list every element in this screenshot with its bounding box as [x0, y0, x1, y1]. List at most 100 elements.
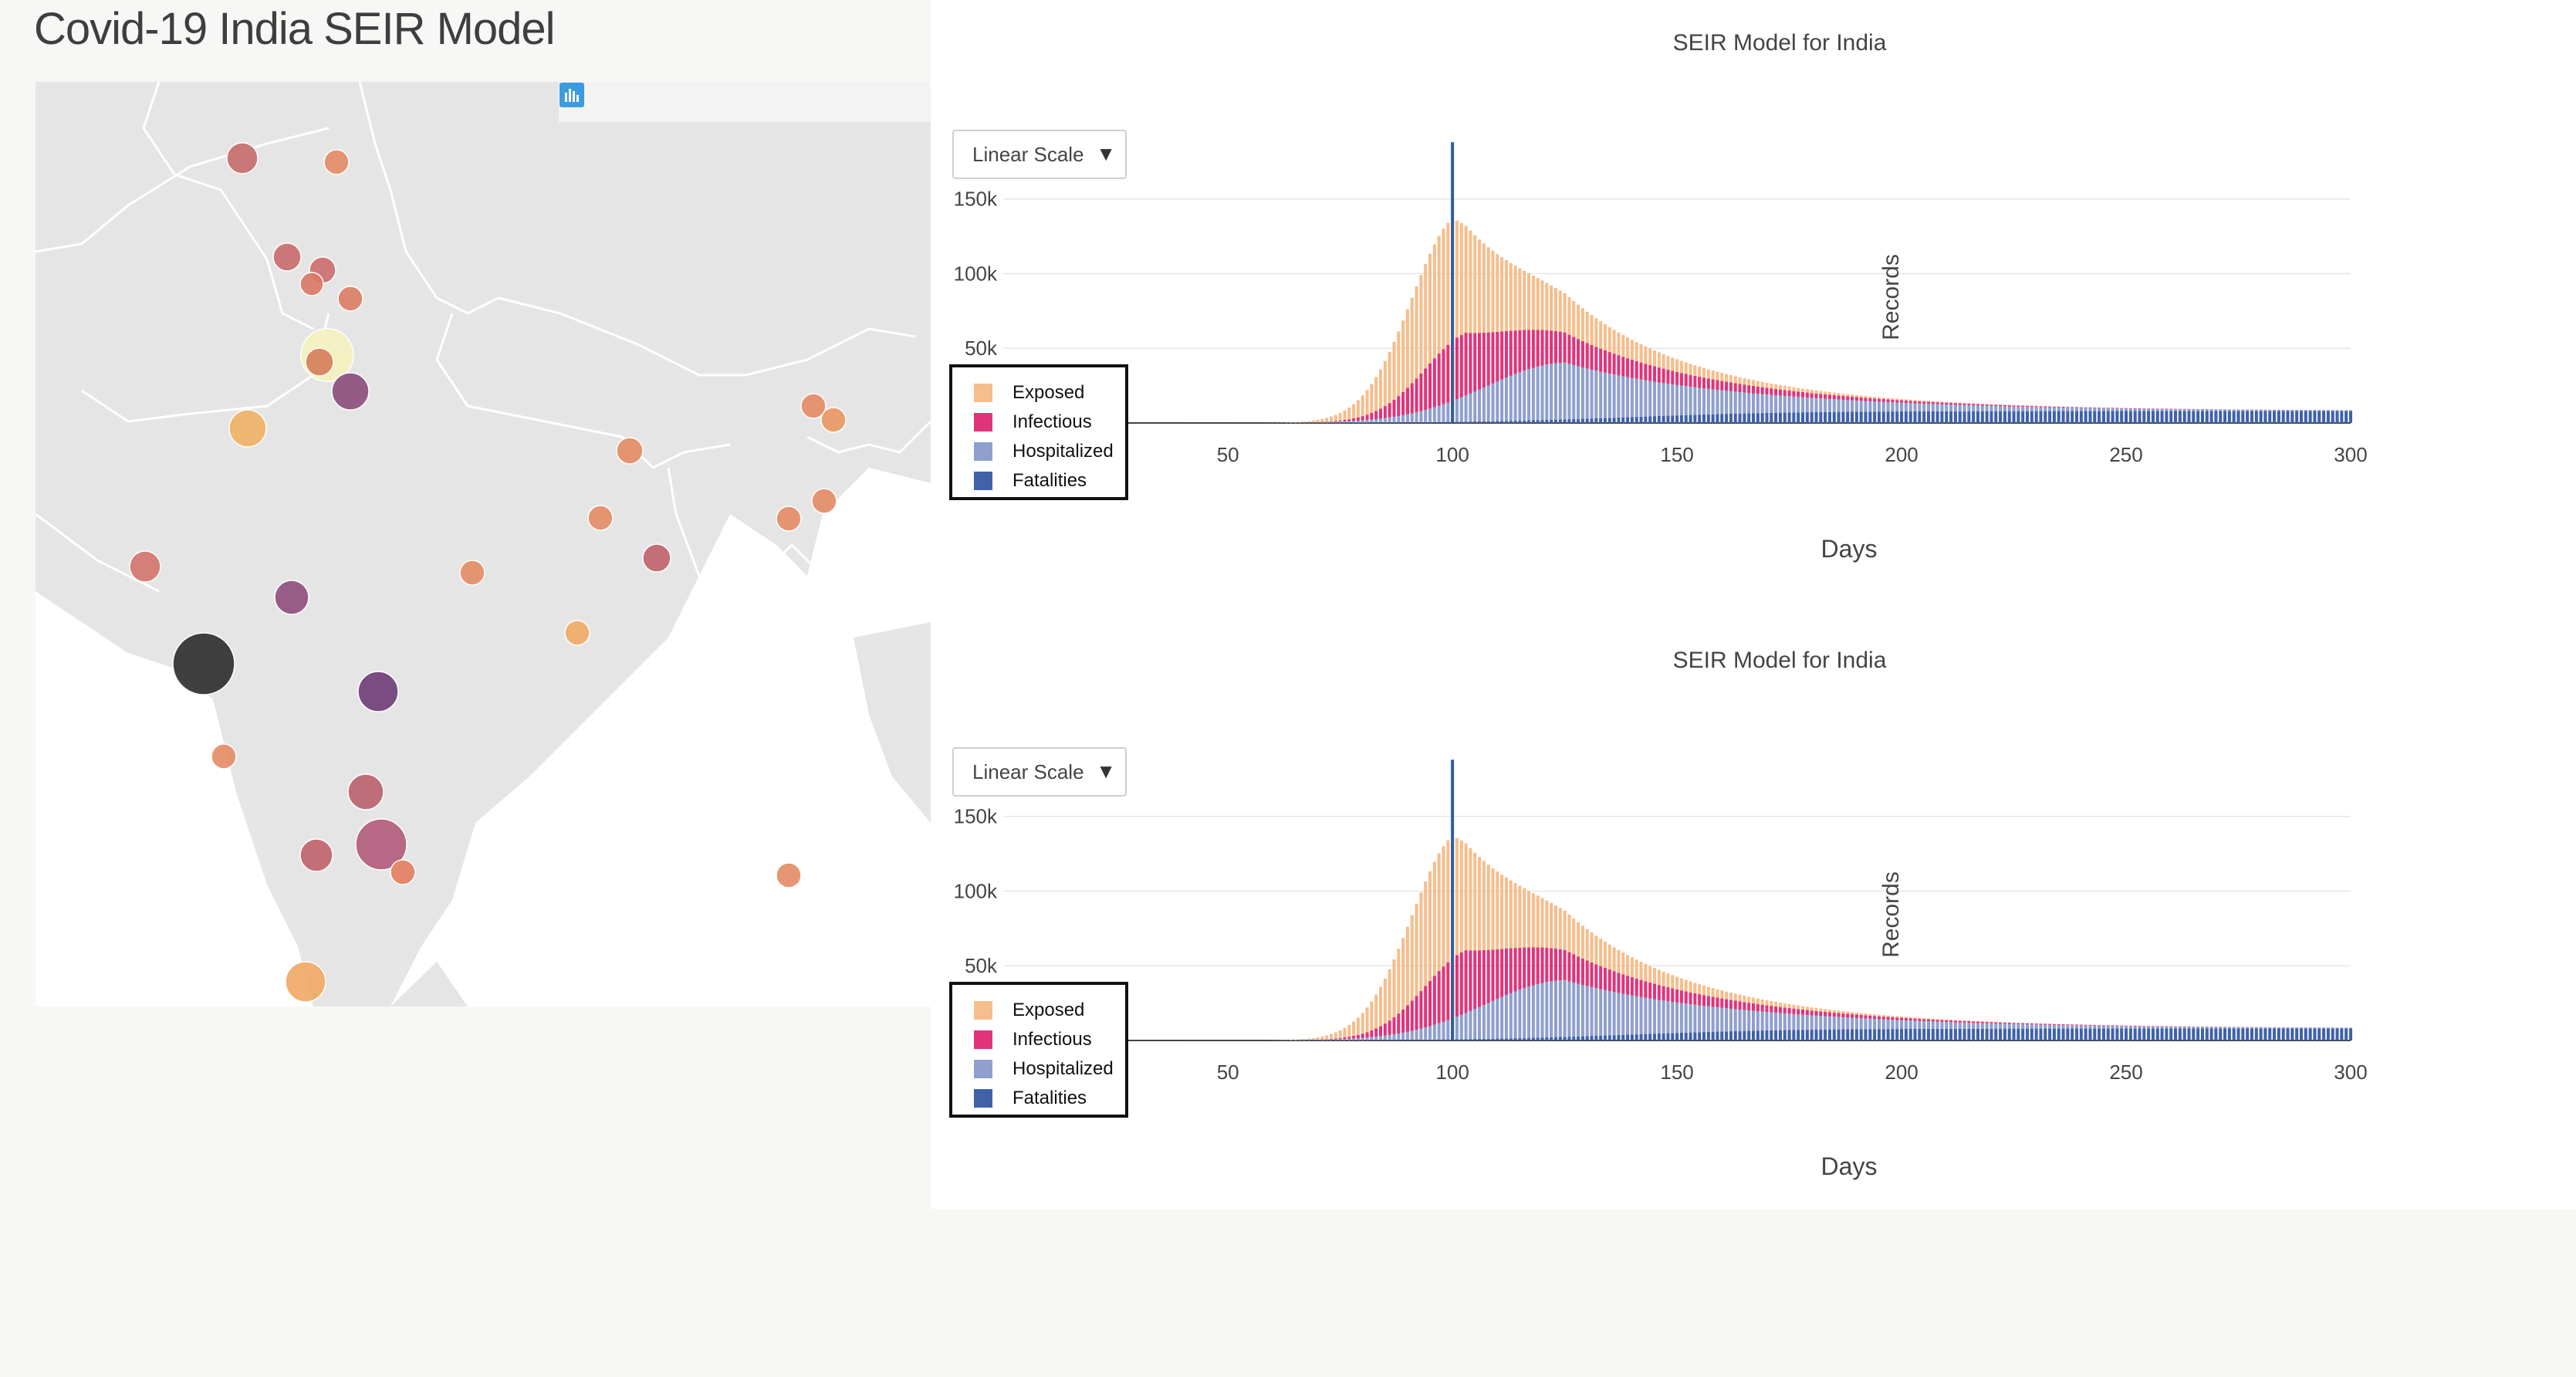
zoom-out-icon[interactable]	[561, 84, 800, 120]
map-marker[interactable]	[587, 505, 614, 531]
map-marker[interactable]	[459, 560, 485, 586]
legend-item-exposed[interactable]: Exposed	[974, 996, 1125, 1025]
map-markers[interactable]	[129, 142, 847, 1003]
bar-segment	[1760, 1011, 1764, 1031]
map-marker[interactable]	[129, 550, 161, 583]
map-marker[interactable]	[800, 393, 827, 419]
zoom-in-icon[interactable]	[561, 84, 762, 120]
scale-dropdown[interactable]: Linear Scale ▼	[952, 130, 1127, 179]
bar-segment	[1513, 991, 1517, 1039]
bar-segment	[2066, 407, 2070, 408]
bar-segment	[1854, 1017, 1858, 1030]
map-marker[interactable]	[272, 242, 302, 272]
seir-chart-1[interactable]: SEIR Model for India 050k100k150k 501001…	[931, 0, 2576, 617]
map-marker[interactable]	[776, 862, 802, 888]
bar-segment	[1958, 403, 1962, 405]
legend-swatch-fatalities	[974, 1089, 992, 1108]
bar-segment	[1639, 416, 1643, 423]
seir-chart-1-canvas[interactable]: SEIR Model for India 050k100k150k 501001…	[931, 0, 2576, 617]
bar-segment	[1356, 422, 1360, 423]
map-marker[interactable]	[172, 632, 235, 695]
bar-segment	[1621, 357, 1625, 377]
bar-segment	[2178, 1027, 2182, 1029]
map-marker[interactable]	[564, 620, 590, 646]
legend-item-hospitalized[interactable]: Hospitalized	[974, 1054, 1125, 1084]
bar-segment	[1518, 1037, 1522, 1040]
bar-segment	[2111, 1028, 2115, 1040]
scale-dropdown[interactable]: Linear Scale ▼	[952, 747, 1127, 797]
map-marker[interactable]	[274, 580, 309, 615]
bar-segment	[1599, 939, 1603, 966]
bar-segment	[1684, 374, 1688, 387]
map-marker[interactable]	[642, 543, 671, 573]
bar-segment	[1473, 1039, 1477, 1040]
legend-swatch-fatalities	[974, 472, 992, 490]
bar-segment	[2268, 411, 2272, 423]
box-select-icon[interactable]	[560, 83, 673, 120]
seir-chart-2[interactable]: SEIR Model for India 050k100k150k 501001…	[931, 617, 2576, 1235]
bar-segment	[1621, 376, 1625, 418]
map-marker[interactable]	[299, 838, 333, 872]
bar-segment	[1738, 1001, 1742, 1010]
plotly-logo-icon[interactable]	[559, 83, 926, 120]
map-marker[interactable]	[323, 149, 350, 175]
map-marker[interactable]	[226, 142, 259, 174]
map-marker[interactable]	[355, 818, 407, 871]
legend-item-fatalities[interactable]: Fatalities	[974, 466, 1125, 496]
bar-segment	[1378, 408, 1383, 419]
bar-segment	[1837, 399, 1841, 412]
map-marker[interactable]	[390, 859, 416, 885]
bar-segment	[1527, 891, 1531, 948]
bar-segment	[1805, 392, 1809, 398]
bar-segment	[1374, 1028, 1378, 1037]
bar-segment	[1904, 400, 1908, 404]
bar-segment	[1877, 1014, 1881, 1017]
bar-segment	[1980, 1023, 1984, 1029]
india-bubble-map[interactable]	[35, 82, 931, 1007]
map-marker[interactable]	[305, 347, 334, 377]
bar-segment	[1626, 976, 1630, 995]
y-axis-label: Records	[1878, 871, 1904, 958]
bar-segment	[1864, 398, 1868, 401]
autoscale-icon[interactable]	[559, 83, 837, 120]
bar-segment	[1652, 416, 1657, 423]
map-marker[interactable]	[228, 409, 267, 448]
legend-item-hospitalized[interactable]: Hospitalized	[974, 437, 1125, 466]
reset-view-icon[interactable]	[560, 84, 889, 120]
bar-segment	[1738, 384, 1742, 393]
map-marker[interactable]	[337, 286, 363, 312]
bar-segment	[1953, 1022, 1957, 1029]
bar-segment	[1854, 1014, 1858, 1018]
bar-segment	[1868, 396, 1872, 398]
bar-segment	[1365, 422, 1369, 423]
legend-item-fatalities[interactable]: Fatalities	[974, 1084, 1125, 1113]
bar-segment	[1738, 377, 1742, 384]
map-marker[interactable]	[616, 437, 644, 465]
legend-item-exposed[interactable]: Exposed	[974, 378, 1125, 408]
map-marker[interactable]	[331, 372, 370, 411]
bar-segment	[1725, 991, 1729, 1000]
legend-item-infectious[interactable]: Infectious	[974, 1025, 1125, 1054]
map-marker[interactable]	[211, 743, 237, 770]
bar-segment	[1424, 421, 1428, 423]
bar-segment	[2246, 1027, 2250, 1029]
map-marker[interactable]	[299, 272, 324, 296]
map-marker[interactable]	[776, 506, 802, 532]
map-marker[interactable]	[347, 773, 384, 810]
bar-segment	[1819, 391, 1823, 394]
pan-icon[interactable]	[560, 83, 636, 120]
bar-segment	[1585, 1036, 1589, 1040]
bar-segment	[1770, 1030, 1773, 1040]
map-marker[interactable]	[820, 407, 847, 433]
map-canvas[interactable]	[35, 82, 931, 1007]
bar-segment	[1994, 1023, 1998, 1029]
bar-segment	[1976, 1028, 1980, 1040]
bar-segment	[1760, 999, 1764, 1005]
legend-item-infectious[interactable]: Infectious	[974, 408, 1125, 437]
map-marker[interactable]	[285, 961, 326, 1003]
seir-chart-2-canvas[interactable]: SEIR Model for India 050k100k150k 501001…	[931, 617, 2576, 1235]
map-marker[interactable]	[811, 488, 837, 514]
map-marker[interactable]	[357, 671, 399, 712]
lasso-select-icon[interactable]	[561, 84, 710, 120]
bar-segment	[2348, 411, 2353, 423]
